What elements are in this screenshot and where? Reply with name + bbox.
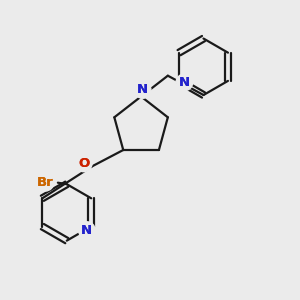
Circle shape: [37, 174, 54, 191]
Text: N: N: [81, 224, 92, 237]
Circle shape: [79, 222, 95, 238]
Circle shape: [176, 74, 193, 91]
Text: Br: Br: [37, 176, 54, 189]
Text: O: O: [78, 157, 89, 170]
Text: N: N: [81, 224, 92, 237]
Text: N: N: [137, 83, 148, 97]
Text: N: N: [137, 83, 148, 97]
Text: Br: Br: [37, 176, 54, 189]
Circle shape: [134, 82, 151, 98]
Text: N: N: [179, 76, 190, 89]
Text: N: N: [179, 76, 190, 89]
Circle shape: [75, 155, 92, 172]
Text: O: O: [78, 157, 89, 170]
